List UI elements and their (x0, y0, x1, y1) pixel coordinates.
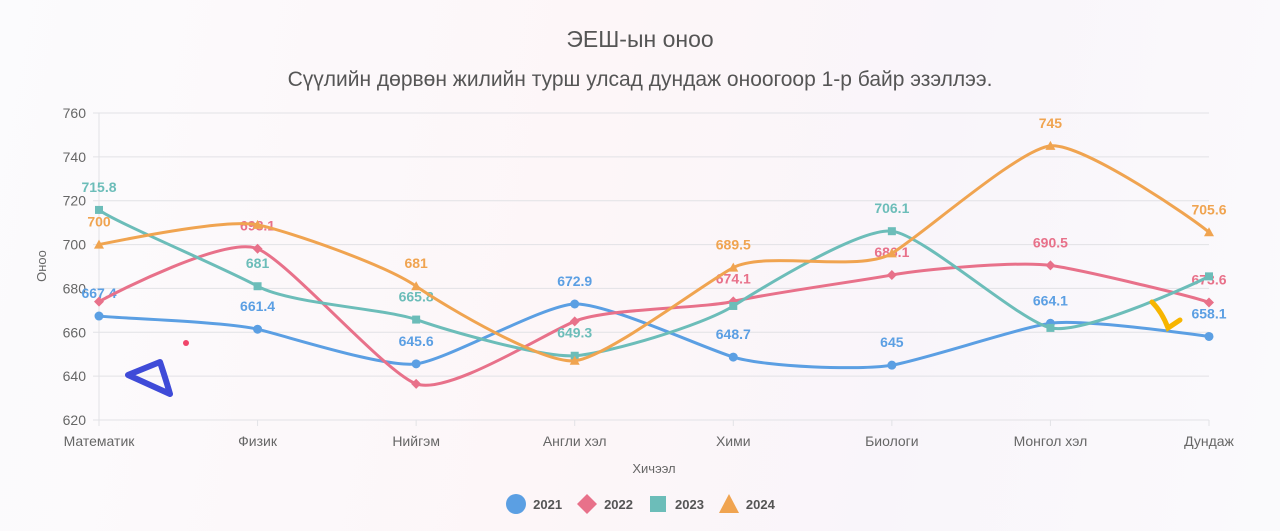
data-point-2022 (252, 243, 263, 254)
y-tick-label: 740 (63, 149, 87, 165)
series-line-2022 (98, 245, 1210, 387)
data-point-2024 (886, 248, 897, 258)
data-label-2021: 645 (880, 334, 904, 350)
data-label-2023: 649.3 (557, 325, 592, 341)
data-label-2024: 705.6 (1191, 201, 1226, 217)
y-tick-label: 700 (63, 237, 87, 253)
legend-diamond-icon (577, 494, 598, 514)
data-label-2023: 715.8 (81, 179, 116, 195)
data-point-2024 (94, 239, 104, 249)
data-point-2024 (411, 281, 422, 291)
data-point-2023 (253, 282, 262, 291)
data-point-2024 (1045, 140, 1056, 150)
legend-label: 2023 (675, 496, 704, 512)
data-point-2022 (569, 316, 580, 327)
x-axis-title: Хичээл (632, 461, 675, 476)
data-label-2021: 664.1 (1033, 292, 1068, 308)
legend: 2021 2022 2023 2024 (0, 493, 1280, 515)
data-point-2021 (728, 352, 738, 362)
data-label-2023: 681 (246, 255, 270, 271)
x-tick-label: Монгол хэл (1014, 433, 1088, 449)
legend-triangle-icon (718, 494, 739, 513)
data-label-2023: 706.1 (874, 200, 909, 216)
x-tick-label: Физик (238, 433, 278, 449)
legend-square-icon (650, 496, 666, 512)
data-point-2021 (570, 299, 580, 309)
data-point-2024 (252, 219, 263, 229)
legend-label: 2021 (533, 496, 563, 512)
data-point-2024 (1204, 227, 1214, 237)
data-point-2023 (729, 301, 738, 310)
data-point-2021 (887, 360, 897, 370)
data-label-2021: 672.9 (557, 273, 592, 289)
data-point-2024 (569, 355, 580, 365)
data-label-2021: 648.7 (716, 326, 751, 342)
data-point-2023 (1046, 323, 1055, 332)
data-point-2021 (253, 324, 263, 334)
data-label-2024: 700 (87, 214, 111, 230)
legend-item-2024[interactable]: 2024 (718, 493, 775, 515)
x-tick-label: Хими (716, 433, 751, 449)
data-label-2021: 661.4 (240, 298, 275, 314)
data-point-2022 (1045, 260, 1056, 271)
legend-label: 2022 (604, 496, 633, 512)
chart-title: ЭЕШ-ын оноо (566, 26, 714, 52)
data-label-2024: 681 (404, 255, 428, 271)
legend-item-2022[interactable]: 2022 (576, 493, 633, 515)
y-tick-label: 680 (63, 280, 87, 296)
data-point-2023 (1205, 272, 1213, 281)
data-point-2021 (94, 311, 104, 321)
legend-circle-icon (506, 494, 527, 514)
y-tick-label: 760 (63, 105, 87, 121)
triangle-annotation (125, 359, 173, 397)
data-label-2022: 674.1 (716, 270, 751, 286)
data-point-2023 (570, 351, 579, 360)
data-point-2023 (412, 315, 421, 324)
data-point-2022 (94, 296, 104, 307)
y-tick-label: 620 (63, 412, 87, 428)
data-point-2023 (887, 227, 896, 236)
y-tick-label: 660 (63, 324, 87, 340)
x-tick-label: Нийгэм (392, 433, 440, 449)
data-point-2022 (411, 378, 422, 389)
data-label-2024: 745 (1039, 115, 1063, 131)
series-line-2023 (98, 208, 1210, 358)
data-point-2024 (728, 262, 739, 272)
data-label-2023: 665.8 (399, 289, 434, 305)
y-tick-label: 640 (63, 368, 87, 384)
x-tick-label: Англи хэл (543, 433, 607, 449)
legend-item-2021[interactable]: 2021 (505, 493, 562, 515)
series-line-2024 (98, 144, 1210, 363)
dot-annotation (183, 340, 189, 346)
data-label-2021: 658.1 (1191, 305, 1226, 321)
checkmark-annotation (1149, 299, 1183, 332)
x-tick-label: Дундаж (1184, 433, 1234, 449)
data-point-2021 (1204, 331, 1214, 341)
data-label-2022: 690.5 (1033, 234, 1068, 250)
y-tick-label: 720 (63, 193, 87, 209)
legend-label: 2024 (745, 496, 775, 512)
y-axis-title: Оноо (34, 250, 49, 282)
data-label-2024: 689.5 (716, 237, 751, 253)
data-point-2022 (886, 270, 897, 281)
data-point-2023 (95, 205, 103, 214)
x-tick-label: Биологи (865, 433, 919, 449)
data-label-2021: 645.6 (399, 333, 434, 349)
data-point-2022 (1204, 297, 1214, 308)
x-tick-label: Математик (64, 433, 136, 449)
chart-subtitle: Сүүлийн дөрвөн жилийн турш улсад дундаж … (287, 68, 993, 91)
data-point-2021 (411, 359, 421, 369)
legend-item-2023[interactable]: 2023 (647, 493, 704, 515)
